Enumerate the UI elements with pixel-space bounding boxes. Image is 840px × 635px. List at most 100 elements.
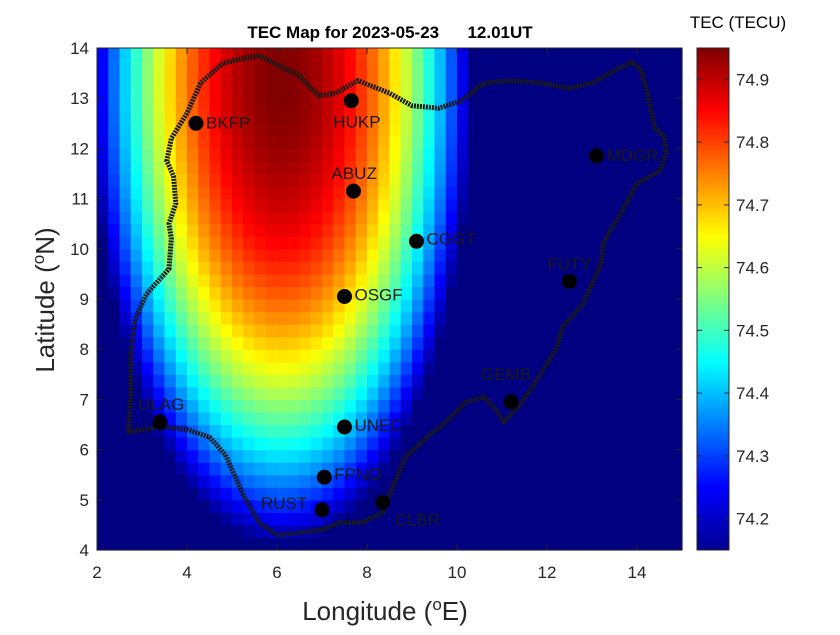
heatmap-cell: [479, 462, 492, 476]
heatmap-cell: [614, 248, 627, 262]
heatmap-cell: [187, 474, 199, 488]
heatmap-cell: [175, 60, 188, 74]
heatmap-cell: [187, 324, 199, 338]
heatmap-cell: [175, 73, 188, 87]
heatmap-cell: [209, 361, 222, 375]
heatmap-cell: [490, 160, 503, 175]
heatmap-cell: [288, 48, 301, 62]
heatmap-cell: [220, 336, 233, 350]
heatmap-cell: [209, 223, 222, 237]
heatmap-cell: [592, 399, 604, 413]
heatmap-cell: [164, 236, 177, 250]
heatmap-cell: [288, 261, 301, 275]
heatmap-cell: [400, 524, 413, 539]
heatmap-cell: [389, 261, 402, 275]
heatmap-cell: [637, 399, 649, 413]
station-label-rust: RUST: [261, 494, 307, 513]
heatmap-cell: [198, 399, 211, 413]
heatmap-cell: [490, 223, 503, 237]
heatmap-cell: [153, 311, 166, 325]
heatmap-cell: [468, 286, 481, 300]
heatmap-cell: [502, 261, 514, 275]
heatmap-cell: [97, 449, 109, 463]
heatmap-cell: [659, 261, 672, 275]
heatmap-cell: [592, 223, 604, 237]
heatmap-cell: [175, 211, 188, 225]
y-tick-label: 11: [71, 190, 89, 209]
heatmap-cell: [580, 173, 593, 187]
heatmap-cell: [299, 248, 312, 262]
heatmap-cell: [175, 487, 188, 501]
heatmap-cell: [400, 160, 413, 175]
heatmap-cell: [547, 524, 559, 539]
heatmap-cell: [119, 374, 132, 388]
heatmap-cell: [355, 299, 368, 313]
heatmap-cell: [603, 261, 616, 275]
heatmap-cell: [648, 186, 661, 200]
heatmap-cell: [603, 437, 616, 451]
heatmap-cell: [378, 160, 391, 175]
heatmap-cell: [198, 449, 211, 463]
heatmap-cell: [355, 248, 368, 262]
heatmap-cell: [479, 236, 492, 250]
heatmap-cell: [389, 173, 402, 187]
heatmap-cell: [378, 286, 391, 300]
heatmap-cell: [558, 411, 571, 426]
heatmap-cell: [479, 198, 492, 212]
heatmap-cell: [434, 98, 447, 112]
heatmap-cell: [344, 487, 357, 501]
heatmap-cell: [558, 186, 571, 200]
heatmap-cell: [164, 110, 177, 124]
heatmap-cell: [175, 374, 188, 388]
heatmap-cell: [524, 98, 537, 112]
heatmap-cell: [243, 160, 256, 175]
heatmap-cell: [108, 399, 121, 413]
heatmap-cell: [659, 223, 672, 237]
heatmap-cell: [108, 361, 121, 375]
heatmap-cell: [535, 424, 548, 438]
heatmap-cell: [490, 449, 503, 463]
heatmap-cell: [288, 462, 301, 476]
heatmap-cell: [299, 537, 312, 551]
heatmap-cell: [400, 211, 413, 225]
heatmap-cell: [670, 411, 683, 426]
heatmap-cell: [288, 399, 301, 413]
heatmap-cell: [254, 487, 267, 501]
station-label-osgf: OSGF: [355, 286, 403, 305]
heatmap-cell: [198, 186, 211, 200]
heatmap-cell: [220, 499, 233, 513]
heatmap-cell: [164, 311, 177, 325]
heatmap-cell: [277, 349, 289, 363]
heatmap-cell: [130, 135, 143, 149]
heatmap-cell: [108, 349, 121, 363]
heatmap-cell: [142, 123, 154, 137]
heatmap-cell: [97, 399, 109, 413]
heatmap-cell: [232, 123, 244, 137]
heatmap-cell: [625, 248, 638, 262]
heatmap-cell: [299, 60, 312, 74]
heatmap-cell: [277, 286, 289, 300]
heatmap-cell: [142, 349, 154, 363]
heatmap-cell: [558, 374, 571, 388]
heatmap-cell: [423, 336, 436, 350]
heatmap-cell: [322, 349, 334, 363]
heatmap-cell: [603, 148, 616, 162]
heatmap-cell: [535, 148, 548, 162]
heatmap-cell: [457, 148, 469, 162]
heatmap-cell: [355, 98, 368, 112]
heatmap-cell: [457, 60, 469, 74]
heatmap-cell: [153, 135, 166, 149]
heatmap-cell: [310, 361, 323, 375]
heatmap-cell: [558, 449, 571, 463]
station-marker-ulag: [152, 414, 168, 430]
heatmap-cell: [445, 73, 458, 87]
heatmap-cell: [659, 349, 672, 363]
heatmap-cell: [479, 148, 492, 162]
heatmap-cell: [310, 449, 323, 463]
heatmap-cell: [209, 462, 222, 476]
heatmap-cell: [97, 85, 109, 99]
heatmap-cell: [400, 186, 413, 200]
heatmap-cell: [592, 474, 604, 488]
heatmap-cell: [445, 248, 458, 262]
heatmap-cell: [220, 474, 233, 488]
